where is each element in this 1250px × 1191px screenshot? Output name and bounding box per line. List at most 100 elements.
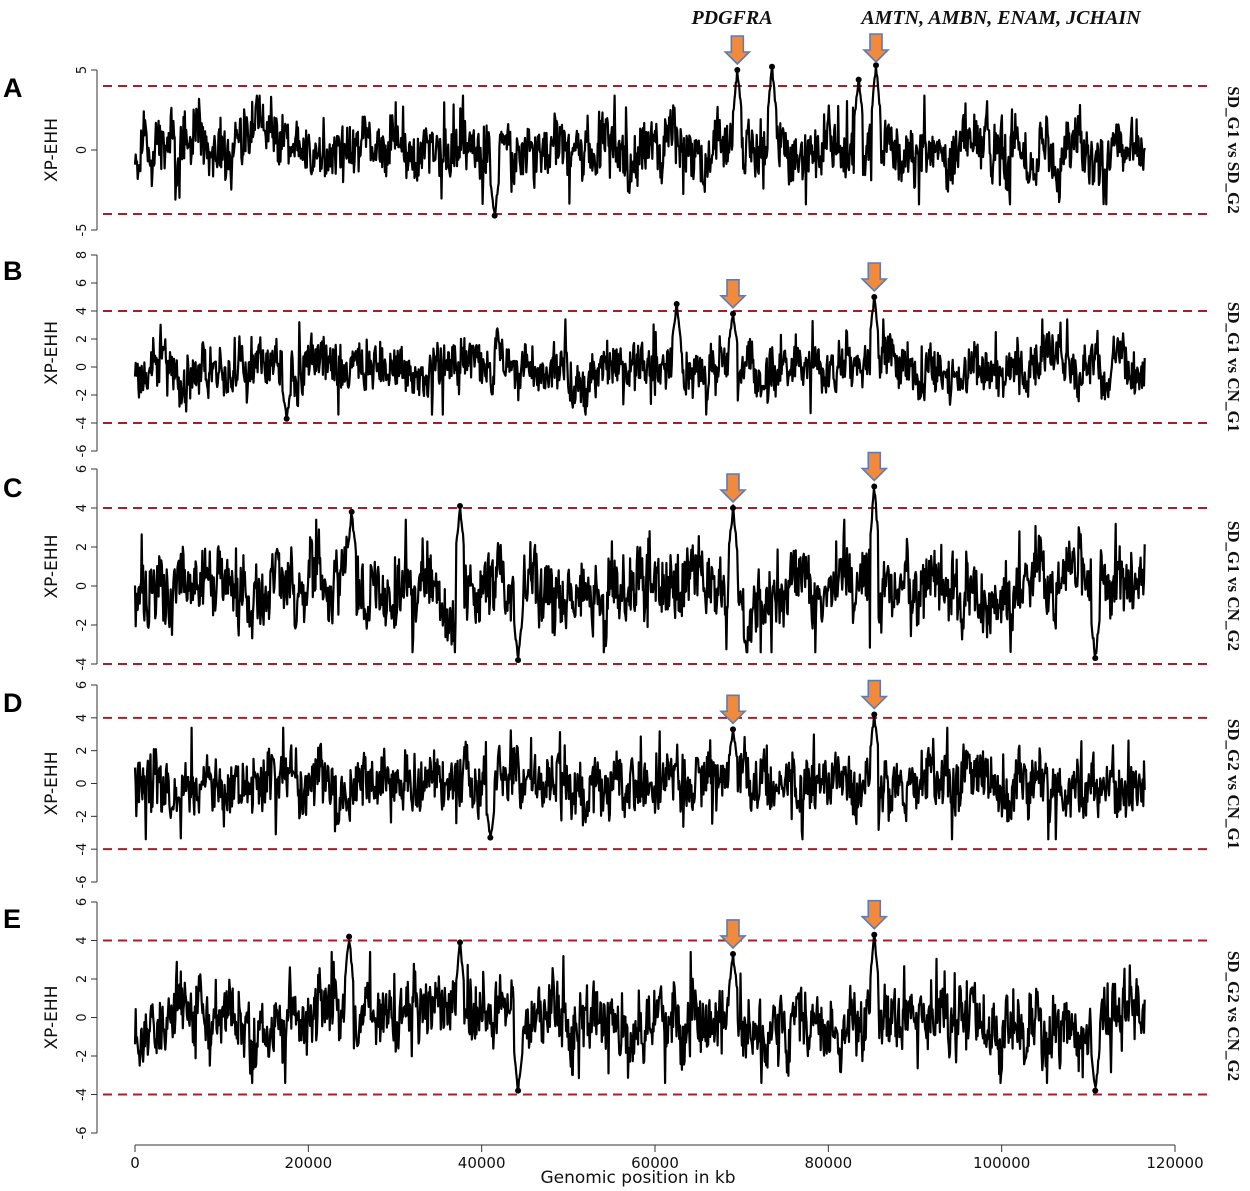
y-tick-label: 6	[75, 681, 90, 689]
gene-label-amtn-group: AMTN, AMBN, ENAM, JCHAIN	[859, 7, 1142, 29]
x-tick-label: 120000	[1146, 1154, 1203, 1172]
y-tick-label: -2	[75, 1050, 90, 1063]
y-tick-label: -2	[75, 810, 90, 823]
x-axis-label: Genomic position in kb	[540, 1168, 735, 1188]
arrow-pdgfra-marker	[719, 919, 747, 950]
peak-point	[873, 62, 879, 69]
xp-ehh-signal-trace	[133, 297, 1146, 422]
comparison-label: SD_G2 vs CN_G2	[1224, 951, 1243, 1081]
arrow-amtn-marker	[860, 451, 889, 482]
y-axis-label: XP-EHH	[42, 752, 62, 816]
y-axis-label: XP-EHH	[42, 535, 62, 599]
x-tick-label: 100000	[973, 1154, 1030, 1172]
y-tick-label: 0	[75, 1013, 90, 1021]
comparison-label: SD_G1 vs SD_G2	[1224, 86, 1243, 214]
peak-point	[734, 67, 741, 73]
peak-point	[871, 294, 878, 300]
peak-point	[871, 711, 878, 718]
y-tick-label: 5	[75, 66, 90, 74]
y-tick-label: 6	[75, 465, 90, 473]
x-tick-label: 40000	[458, 1154, 506, 1172]
peak-point	[515, 1087, 522, 1094]
y-tick-label: 2	[75, 543, 90, 551]
y-tick-label: 0	[75, 582, 90, 590]
y-axis-label: XP-EHH	[42, 118, 62, 182]
y-tick-label: -4	[75, 658, 90, 671]
peak-point	[515, 657, 522, 664]
y-tick-label: 6	[75, 898, 90, 906]
arrow-pdgfra-marker	[719, 694, 747, 725]
gene-label-pdgfra: PDGFRA	[690, 7, 772, 29]
y-tick-label: -6	[75, 876, 90, 889]
panel-b: B -6 -4 -2 0 2 4 6 8 XP-EHH SD_G1 vs CN_G1	[3, 251, 1243, 458]
y-axis-label: XP-EHH	[42, 986, 62, 1050]
x-tick-label: 80000	[804, 1154, 852, 1172]
y-tick-label: 0	[75, 779, 90, 787]
x-axis: 0 20000 40000 60000 80000 100000 120000	[130, 1144, 1204, 1172]
arrow-amtn-marker	[860, 899, 889, 930]
panel-letter: D	[3, 688, 23, 718]
peak-point	[1092, 1087, 1099, 1094]
panel-a: A -5 0 5 XP-EHH SD_G1 vs SD_G2	[3, 33, 1243, 237]
y-tick-label: -6	[75, 1127, 90, 1140]
peak-point	[673, 301, 680, 307]
y-tick-label: -5	[75, 224, 90, 237]
peak-point	[457, 939, 463, 946]
xp-ehh-signal-trace	[133, 487, 1146, 660]
y-tick-label: 2	[75, 975, 90, 983]
peak-point	[491, 212, 498, 219]
peak-point	[769, 63, 775, 70]
y-tick-label: 6	[75, 279, 90, 287]
y-tick-label: 2	[75, 747, 90, 755]
xp-ehh-signal-trace	[133, 934, 1146, 1092]
y-tick-label: -2	[75, 389, 90, 402]
panel-letter: B	[3, 256, 23, 286]
x-tick-label: 60000	[631, 1154, 679, 1172]
arrow-pdgfra-marker	[723, 35, 752, 66]
panel-letter: E	[3, 904, 21, 934]
comparison-label: SD_G1 vs CN_G1	[1224, 302, 1243, 432]
peak-point	[730, 726, 736, 733]
peak-point	[1092, 655, 1099, 662]
y-tick-label: -4	[75, 1088, 90, 1101]
xp-ehh-signal-trace	[133, 64, 1146, 215]
panel-letter: A	[3, 73, 23, 103]
comparison-label: SD_G2 vs CN_G1	[1224, 719, 1243, 849]
panel-letter: C	[3, 473, 23, 503]
panel-c: C -4 -2 0 2 4 6 XP-EHH SD_G1 vs CN_G2	[3, 451, 1243, 671]
y-axis-label: XP-EHH	[42, 321, 62, 385]
y-tick-label: -2	[75, 619, 90, 632]
peak-point	[457, 503, 463, 510]
panels: A -5 0 5 XP-EHH SD_G1 vs SD_G2 B -6 -4 -2 0 2 4 6 8 XP-…	[3, 33, 1243, 1140]
peak-point	[730, 505, 736, 511]
panel-e: E -6 -4 -2 0 2 4 6 XP-EHH SD_G2 vs CN_G2	[3, 898, 1243, 1140]
y-tick-label: 4	[75, 714, 90, 722]
xp-ehh-signal-trace	[133, 715, 1146, 841]
peak-point	[855, 76, 862, 83]
peak-point	[730, 310, 736, 317]
y-tick-label: -4	[75, 417, 90, 430]
peak-point	[487, 834, 494, 841]
y-tick-label: 2	[75, 335, 90, 343]
peak-point	[346, 933, 353, 940]
peak-point	[348, 508, 355, 515]
y-tick-label: 4	[75, 307, 90, 315]
peak-point	[871, 483, 878, 490]
arrow-amtn-marker	[860, 262, 889, 293]
arrow-amtn-marker	[862, 33, 890, 64]
y-tick-label: 4	[75, 504, 90, 512]
y-tick-label: 4	[75, 936, 90, 944]
y-tick-label: 8	[75, 251, 90, 259]
x-tick-label: 0	[130, 1154, 140, 1172]
arrow-amtn-marker	[860, 679, 889, 710]
y-tick-label: 0	[75, 146, 90, 154]
x-tick-label: 20000	[284, 1154, 332, 1172]
comparison-label: SD_G1 vs CN_G2	[1224, 521, 1243, 651]
y-tick-label: 0	[75, 363, 90, 371]
arrow-pdgfra-marker	[719, 279, 747, 309]
peak-point	[871, 931, 878, 938]
peak-point	[730, 950, 736, 957]
peak-point	[283, 415, 290, 422]
y-tick-label: -6	[75, 445, 90, 458]
panel-d: D -6 -4 -2 0 2 4 6 XP-EHH SD_G2 vs CN_G1	[3, 679, 1243, 889]
